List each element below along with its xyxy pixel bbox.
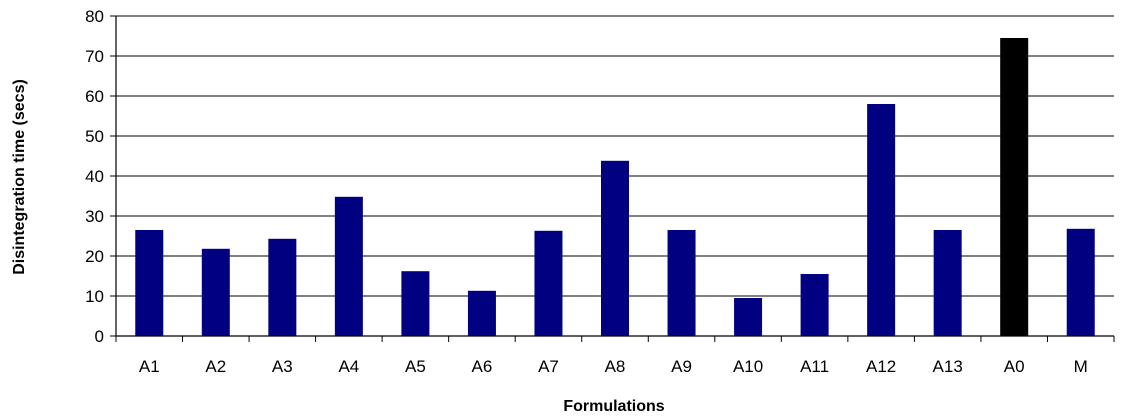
bar-a2 xyxy=(201,248,230,336)
x-tick-label-a10: A10 xyxy=(733,357,763,376)
y-tick-label: 30 xyxy=(85,207,104,226)
x-tick-label-a5: A5 xyxy=(405,357,426,376)
axes xyxy=(110,15,1115,342)
y-tick-labels: 0 10 20 30 40 50 60 70 80 xyxy=(85,7,104,346)
y-tick-label: 70 xyxy=(85,47,104,66)
bar-a10 xyxy=(734,298,763,336)
y-tick-label: 40 xyxy=(85,167,104,186)
bar-a4 xyxy=(334,196,363,336)
bar-a11 xyxy=(800,274,829,336)
x-tick-label-a0: A0 xyxy=(1004,357,1025,376)
x-tick-label-a2: A2 xyxy=(205,357,226,376)
bar-m xyxy=(1066,228,1095,336)
y-tick-label: 10 xyxy=(85,287,104,306)
x-tick-labels: A1 A2 A3 A4 A5 A6 A7 A8 A9 A10 A11 A12 A13 A0 M xyxy=(139,357,1088,376)
y-axis-title: Disintegration time (secs) xyxy=(11,79,28,275)
x-tick-label-a4: A4 xyxy=(338,357,359,376)
bar-a3 xyxy=(268,238,297,336)
x-tick-label-m: M xyxy=(1074,357,1088,376)
bar-a5 xyxy=(401,271,430,336)
x-axis-title: Formulations xyxy=(563,398,664,415)
x-tick-label-a11: A11 xyxy=(800,357,829,376)
bar-a9 xyxy=(667,230,696,336)
x-tick-label-a3: A3 xyxy=(272,357,293,376)
bar-a6 xyxy=(467,290,496,336)
y-tick-label: 20 xyxy=(85,247,104,266)
y-tick-label: 60 xyxy=(85,87,104,106)
x-tick-label-a8: A8 xyxy=(605,357,626,376)
x-tick-label-a7: A7 xyxy=(538,357,559,376)
bar-a0 xyxy=(1000,38,1029,336)
x-tick-label-a1: A1 xyxy=(139,357,160,376)
bars xyxy=(135,38,1095,336)
bar-a1 xyxy=(135,230,164,336)
x-tick-label-a12: A12 xyxy=(866,357,896,376)
x-tick-label-a6: A6 xyxy=(472,357,493,376)
bar-a12 xyxy=(867,104,896,336)
bar-a7 xyxy=(534,230,563,336)
bar-a8 xyxy=(601,160,629,336)
x-tick-label-a13: A13 xyxy=(933,357,963,376)
bar-a13 xyxy=(933,230,962,336)
x-tick-label-a9: A9 xyxy=(671,357,692,376)
y-tick-label: 80 xyxy=(85,7,104,26)
y-tick-label: 50 xyxy=(85,127,104,146)
y-tick-label: 0 xyxy=(95,327,104,346)
